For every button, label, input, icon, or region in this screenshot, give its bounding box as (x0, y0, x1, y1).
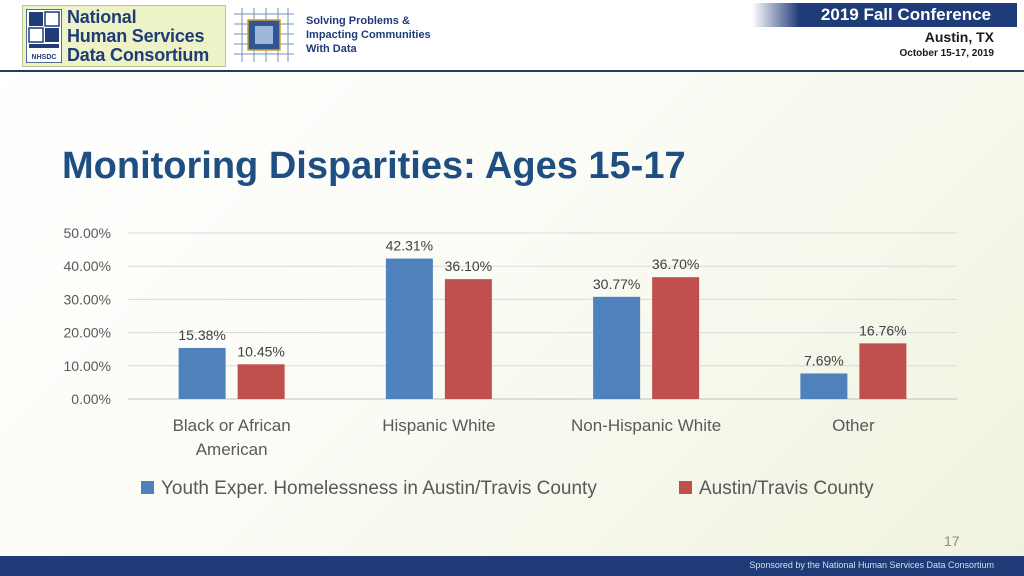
bar (178, 347, 226, 399)
data-label: 16.76% (859, 322, 906, 338)
x-tick-label: Hispanic White (382, 416, 495, 435)
data-label: 7.69% (804, 352, 844, 368)
y-tick-label: 40.00% (64, 258, 111, 274)
conference-city: Austin, TX (924, 29, 994, 45)
bar (237, 364, 285, 399)
bar (444, 279, 492, 399)
conference-title: 2019 Fall Conference (820, 5, 991, 24)
logo-line-3: Data Consortium (67, 45, 210, 65)
footer-sponsor-text: Sponsored by the National Human Services… (749, 560, 994, 570)
chart-legend: Youth Exper. Homelessness in Austin/Trav… (141, 478, 874, 499)
legend-label: Youth Exper. Homelessness in Austin/Trav… (161, 478, 597, 499)
data-labels: 15.38% 10.45% 42.31% 36.10% 30.77% 36.70% 7.69… (178, 238, 906, 369)
y-axis: 0.00% 10.00% 20.00% 30.00% 40.00% 50.00% (64, 225, 111, 407)
data-label: 36.10% (445, 258, 492, 274)
tagline-line-2: Impacting Communities (306, 29, 431, 41)
data-label: 10.45% (237, 343, 284, 359)
bar (652, 277, 700, 399)
legend-swatch (141, 481, 154, 494)
tagline: Solving Problems & Impacting Communities… (306, 14, 431, 56)
x-tick-label: Black or African (173, 416, 291, 435)
y-tick-label: 20.00% (64, 325, 111, 341)
header-bar: NHSDC National Human Services Data Conso… (0, 0, 1024, 72)
y-tick-label: 0.00% (71, 391, 111, 407)
bar (800, 373, 848, 399)
bar (859, 343, 907, 399)
x-tick-label: Other (832, 416, 875, 435)
data-label: 15.38% (178, 327, 225, 343)
chart-bars (178, 258, 907, 399)
data-label: 36.70% (652, 256, 699, 272)
legend-swatch (679, 481, 692, 494)
logo-line-2: Human Services (67, 26, 205, 46)
circuit-logo-icon (234, 8, 294, 62)
nhsdc-mark-icon: NHSDC (26, 9, 62, 63)
tagline-line-3: With Data (306, 43, 357, 55)
slide-title: Monitoring Disparities: Ages 15-17 (62, 145, 686, 187)
x-tick-label: Non-Hispanic White (571, 416, 721, 435)
logo-text: National Human Services Data Consortium (67, 8, 209, 65)
y-tick-label: 30.00% (64, 291, 111, 307)
y-tick-label: 50.00% (64, 225, 111, 241)
logo-line-1: National (67, 7, 137, 27)
tagline-line-1: Solving Problems & (306, 15, 410, 27)
page-number: 17 (944, 533, 960, 549)
x-tick-label: American (196, 440, 268, 459)
y-tick-label: 10.00% (64, 358, 111, 374)
footer-bar: Sponsored by the National Human Services… (0, 556, 1024, 576)
data-label: 42.31% (386, 238, 433, 254)
conference-banner: 2019 Fall Conference (752, 3, 1017, 27)
bar (593, 296, 641, 399)
conference-dates: October 15-17, 2019 (899, 48, 995, 59)
logo-acronym: NHSDC (32, 54, 57, 61)
x-axis: Black or African American Hispanic White No… (173, 416, 875, 459)
legend-label: Austin/Travis County (699, 478, 874, 499)
bar (385, 258, 433, 399)
data-label: 30.77% (593, 276, 640, 292)
nhsdc-logo: NHSDC National Human Services Data Conso… (22, 5, 226, 67)
